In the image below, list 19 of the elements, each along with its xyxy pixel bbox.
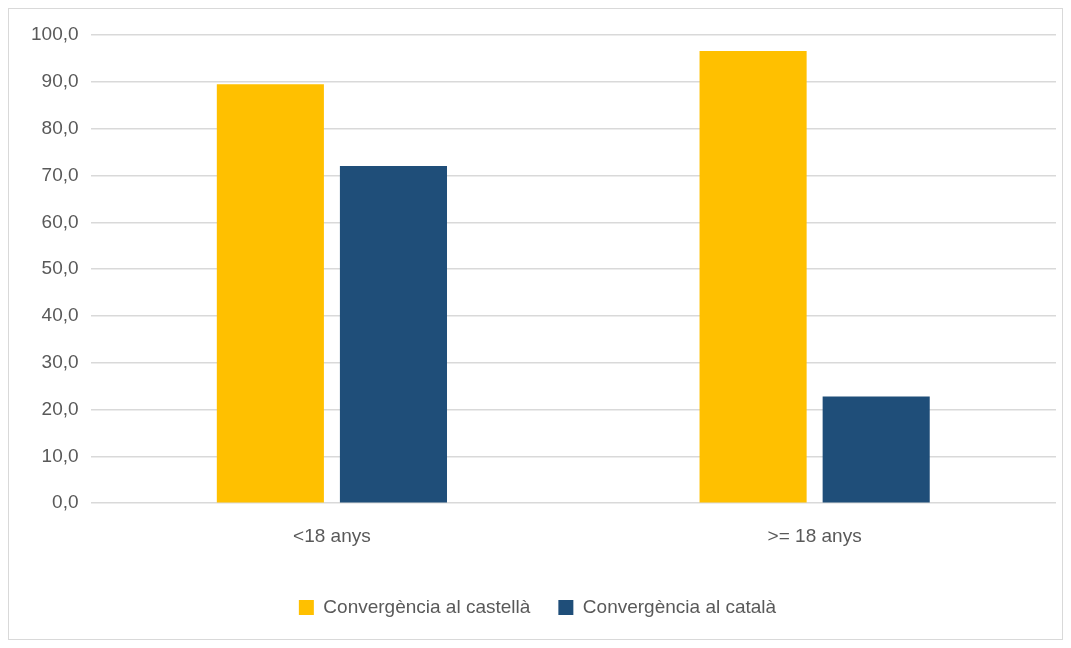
y-tick-label: 50,0 (41, 257, 79, 279)
bar (216, 84, 324, 503)
y-tick-label: 60,0 (41, 210, 79, 232)
y-tick-label: 70,0 (41, 163, 79, 185)
y-tick-label: 10,0 (41, 444, 79, 466)
bar (339, 166, 447, 503)
legend-label: Convergència al castellà (323, 595, 531, 617)
y-tick-label: 100,0 (31, 23, 79, 45)
y-tick-label: 20,0 (41, 397, 79, 419)
x-tick-label: >= 18 anys (767, 524, 862, 546)
x-tick-label: <18 anys (293, 524, 371, 546)
bar (699, 50, 807, 503)
y-tick-label: 80,0 (41, 116, 79, 138)
y-tick-label: 0,0 (52, 491, 79, 513)
bar (822, 396, 930, 503)
y-tick-label: 30,0 (41, 350, 79, 372)
legend-label: Convergència al català (582, 595, 777, 617)
y-tick-label: 90,0 (41, 70, 79, 92)
y-tick-label: 40,0 (41, 304, 79, 326)
